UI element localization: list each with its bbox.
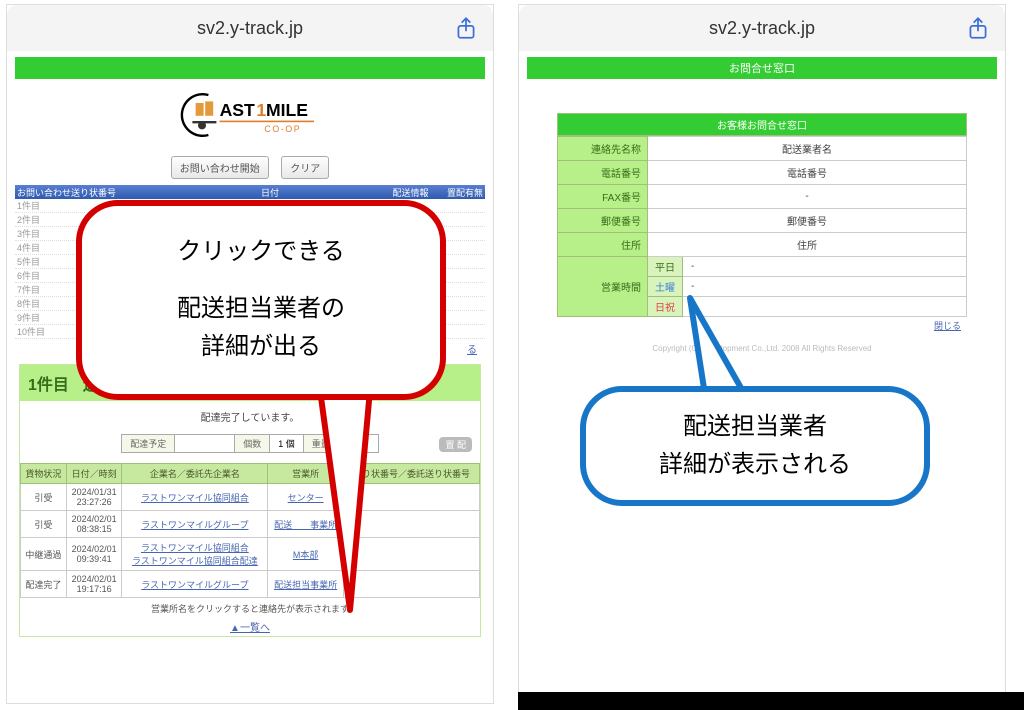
detail-msg: 配達完了しています。 (20, 401, 480, 432)
bh-col4: 置配有無 (438, 186, 483, 199)
svg-text:CO-OP: CO-OP (264, 124, 301, 134)
black-bar (518, 692, 1024, 710)
start-button[interactable]: お問い合わせ開始 (171, 156, 269, 179)
back-link[interactable]: る (467, 345, 477, 356)
contact-header: お客様お問合せ窓口 (557, 113, 967, 136)
val-fax: - (648, 185, 967, 209)
clear-button[interactable]: クリア (281, 156, 329, 179)
lbl-addr: 住所 (558, 233, 648, 257)
track-cell: 2024/01/3123:27:26 (66, 484, 122, 511)
val-tel: 電話番号 (648, 161, 967, 185)
button-row: お問い合わせ開始 クリア (15, 152, 485, 185)
company-cell[interactable]: ラストワンマイル協同組合ラストワンマイル協同組合配達 (122, 538, 268, 571)
red-l2: 配送担当業者の (112, 290, 410, 328)
company-cell[interactable]: ラストワンマイルグループ (122, 571, 268, 598)
detail-card: 1件目 送り状番号 0123456789 配達完了しています。 配達予定 個数 … (19, 364, 481, 637)
share-icon[interactable] (453, 15, 479, 41)
detail-h1: 1件目 (28, 371, 69, 395)
url-text-right: sv2.y-track.jp (709, 18, 815, 39)
lbl-fax: FAX番号 (558, 185, 648, 209)
callout-blue: 配送担当業者 詳細が表示される (580, 386, 930, 506)
bh-col1: お問い合わせ送り状番号 (17, 186, 157, 199)
mini-l2: 個数 (235, 435, 270, 453)
mini-row: 配達予定 個数 1 個 重量 置 配 (20, 434, 480, 463)
track-th: 貨物状況 (21, 464, 67, 484)
lbl-hours: 営業時間 (558, 257, 648, 317)
company-cell[interactable]: ラストワンマイル協同組合 (122, 484, 268, 511)
callout-red: クリックできる 配送担当業者の 詳細が出る (76, 200, 446, 400)
table-row: 引受2024/01/3123:27:26ラストワンマイル協同組合センター (21, 484, 480, 511)
track-th: 日付／時刻 (66, 464, 122, 484)
address-bar-right: sv2.y-track.jp (519, 5, 1005, 51)
table-row: 中継通過2024/02/0109:39:41ラストワンマイル協同組合ラストワンマ… (21, 538, 480, 571)
track-cell: 中継通過 (21, 538, 67, 571)
red-tail (280, 380, 400, 620)
lbl-tel: 電話番号 (558, 161, 648, 185)
red-l3: 詳細が出る (112, 328, 410, 366)
svg-text:AST: AST (220, 100, 255, 120)
logo: AST 1 MILE CO-OP (15, 79, 485, 152)
track-cell: 配達完了 (21, 571, 67, 598)
company-cell[interactable]: ラストワンマイルグループ (122, 511, 268, 538)
red-l1: クリックできる (112, 233, 410, 271)
track-cell: 2024/02/0109:39:41 (66, 538, 122, 571)
table-row: 配達完了2024/02/0119:17:16ラストワンマイルグループ配送担当事業… (21, 571, 480, 598)
mini-l1: 配達予定 (122, 435, 175, 453)
blue-header: お問い合わせ送り状番号 日付 配送情報 置配有無 (15, 185, 485, 199)
blue-l1: 配送担当業者 (616, 408, 894, 446)
top-green-bar (15, 57, 485, 79)
lbl-wd: 平日 (648, 257, 683, 277)
track-th: 企業名／委託先企業名 (122, 464, 268, 484)
lbl-zip: 郵便番号 (558, 209, 648, 233)
track-cell: 2024/02/0108:38:15 (66, 511, 122, 538)
val-addr: 住所 (648, 233, 967, 257)
share-icon[interactable] (965, 15, 991, 41)
val-wd: - (683, 257, 967, 277)
svg-text:MILE: MILE (266, 100, 308, 120)
bh-col3: 配送情報 (383, 186, 438, 199)
bh-col2: 日付 (157, 186, 383, 199)
url-text: sv2.y-track.jp (197, 18, 303, 39)
val-name: 配送業者名 (648, 137, 967, 161)
track-cell: 2024/02/0119:17:16 (66, 571, 122, 598)
mini-v1 (175, 435, 235, 453)
list-link-row: ▲一覧へ (20, 617, 480, 636)
table-row: 引受2024/02/0108:38:15ラストワンマイルグループ配送 事業所 (21, 511, 480, 538)
close-link[interactable]: 閉じる (934, 321, 961, 331)
lbl-name: 連絡先名称 (558, 137, 648, 161)
address-bar: sv2.y-track.jp (7, 5, 493, 51)
top-green-bar-right: お問合せ窓口 (527, 57, 997, 79)
track-cell: 引受 (21, 511, 67, 538)
foot-note: 営業所名をクリックすると連絡先が表示されます (20, 598, 480, 617)
list-link[interactable]: ▲一覧へ (230, 623, 270, 634)
svg-text:1: 1 (256, 100, 266, 120)
pill-badge: 置 配 (439, 437, 472, 452)
val-zip: 郵便番号 (648, 209, 967, 233)
blue-l2: 詳細が表示される (616, 446, 894, 484)
track-table: 貨物状況日付／時刻企業名／委託先企業名営業所送り状番号／委託送り状番号 引受20… (20, 463, 480, 598)
blue-tail (670, 290, 780, 400)
track-cell: 引受 (21, 484, 67, 511)
